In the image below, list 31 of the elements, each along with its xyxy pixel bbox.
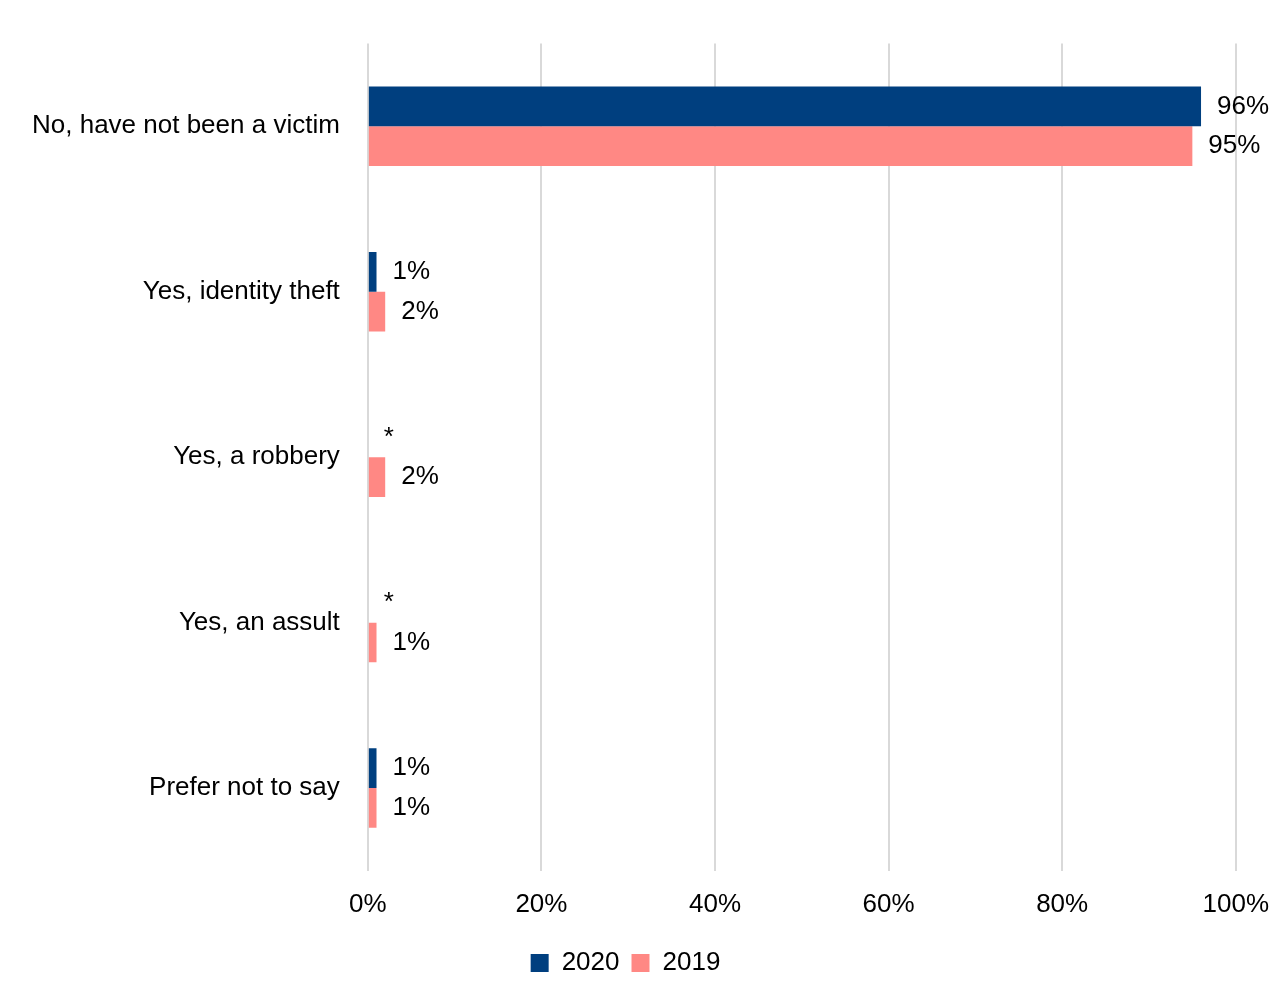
y-tick-label: Yes, a robbery <box>173 440 340 471</box>
data-label: 2% <box>401 294 439 325</box>
data-label: * <box>383 420 394 451</box>
bar <box>368 291 386 332</box>
data-label: 96% <box>1217 89 1270 120</box>
x-tick-label: 40% <box>688 887 742 918</box>
data-label: 1% <box>392 625 431 656</box>
x-tick-label: 100% <box>1202 887 1269 918</box>
bar <box>368 252 377 292</box>
y-tick-label: No, have not been a victim <box>31 109 340 140</box>
x-tick-label: 60% <box>862 887 915 918</box>
y-tick-label: Yes, identity theft <box>142 274 341 305</box>
x-tick-label: 80% <box>1036 887 1089 918</box>
x-tick-label: 20% <box>515 887 568 918</box>
legend-label: 2020 <box>561 946 620 977</box>
bar <box>368 622 377 663</box>
bar <box>368 126 1193 167</box>
y-tick-label: Yes, an assult <box>178 605 341 636</box>
x-tick-label: 0% <box>349 887 387 918</box>
data-label: 2% <box>401 460 439 491</box>
legend-label: 2019 <box>662 946 721 977</box>
bar <box>368 748 377 789</box>
data-label: 1% <box>392 751 431 782</box>
data-label: 95% <box>1208 129 1261 160</box>
data-label: * <box>383 585 394 616</box>
y-tick-label: Prefer not to say <box>149 771 340 802</box>
bar <box>368 788 377 828</box>
bar <box>368 457 386 497</box>
bar <box>368 86 1202 127</box>
data-label: 1% <box>392 255 431 286</box>
data-label: 1% <box>392 791 431 822</box>
